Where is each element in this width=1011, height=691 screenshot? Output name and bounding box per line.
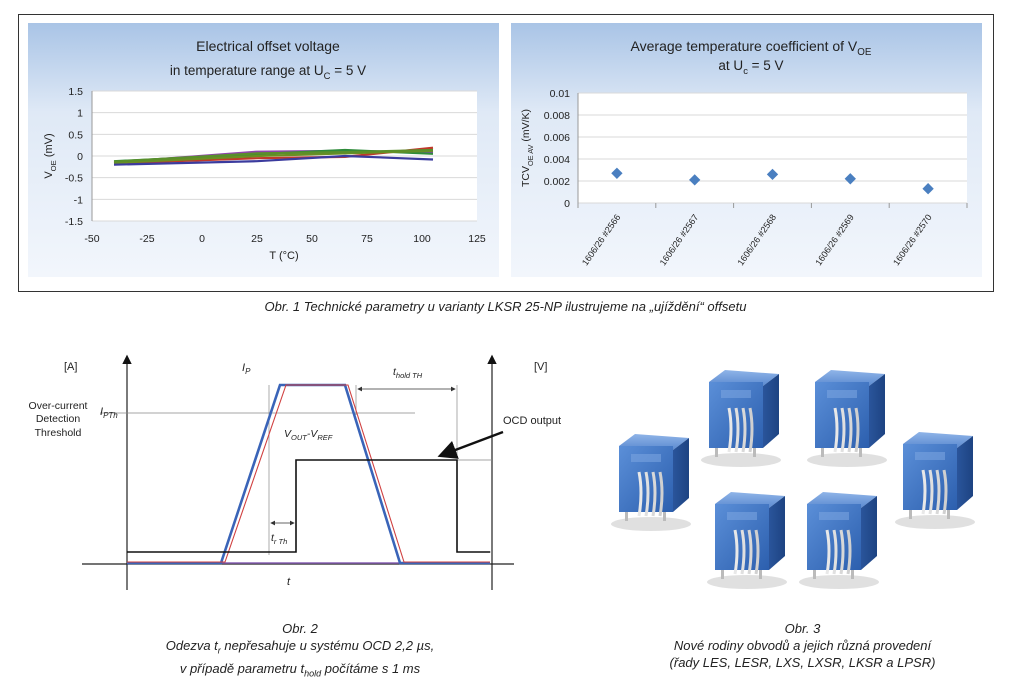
right-unit-label: [V] — [534, 361, 547, 373]
threshold-label-line-1: Over-current — [29, 400, 88, 412]
chart-1-x-tick: 100 — [413, 233, 431, 245]
chart-2-point — [844, 173, 856, 185]
sensor-top-right — [805, 368, 889, 469]
chart-2-y-tick: 0.008 — [544, 110, 570, 122]
sensor-bottom-left — [705, 490, 789, 590]
figure-3-caption-title: Obr. 3 — [784, 621, 821, 636]
ocd-output-label: OCD output — [503, 415, 561, 427]
chart-2-y-tick: 0 — [564, 198, 570, 210]
sensor-middle-left — [609, 432, 693, 533]
chart-1-y-tick: 0 — [77, 151, 83, 163]
chart-1-x-tick: -25 — [139, 233, 154, 245]
figure-2-caption-line-1: Odezva tr nepřesahuje u systému OCD 2,2 … — [165, 638, 435, 656]
chart-1-y-tick: 0.5 — [68, 129, 83, 141]
chart-1-x-tick: 125 — [468, 233, 486, 245]
sensor-top-left — [699, 368, 783, 469]
figure-3-caption: Obr. 3 Nové rodiny obvodů a jejich různá… — [605, 620, 1000, 671]
chart-2-y-tick: 0.01 — [550, 88, 571, 100]
figure-1-caption: Obr. 1 Technické parametry u varianty LK… — [264, 299, 747, 314]
chart-2-plot-area — [578, 93, 967, 203]
ipth-label: IPTh — [100, 406, 118, 420]
chart-2-point — [766, 168, 779, 181]
chart-1-x-tick: -50 — [84, 233, 99, 245]
ip-trace — [127, 383, 490, 565]
chart-1-x-axis-label: T (°C) — [269, 250, 298, 262]
chart-temp-coefficient: Average temperature coefficient of VOEat… — [511, 23, 982, 277]
chart-1-y-tick: -1 — [74, 194, 83, 206]
figure-2-caption: Obr. 2 Odezva tr nepřesahuje u systému O… — [90, 620, 510, 682]
chart-1-y-tick: -0.5 — [65, 173, 83, 185]
current-sensors-photo — [609, 368, 977, 590]
figure-3-caption-line-1: Nové rodiny obvodů a jejich různá proved… — [673, 638, 932, 653]
threshold-label-line-2: Detection — [36, 413, 81, 425]
chart-1-series-line-5 — [113, 154, 434, 166]
chart-2-y-axis-label: TCVOE AV (mV/K) — [520, 109, 535, 187]
chart-1-y-tick: -1.5 — [65, 216, 83, 228]
chart-2-point — [922, 183, 934, 195]
figure-2-caption-line-2: v případě parametru thold počítáme s 1 m… — [179, 660, 421, 679]
chart-1-x-tick: 75 — [361, 233, 373, 245]
chart-1-x-tick: 50 — [306, 233, 318, 245]
chart-1-title: Electrical offset voltage — [196, 38, 340, 54]
chart-1-y-tick: 1 — [77, 108, 83, 120]
ocd-output-trace — [127, 459, 490, 553]
thold-label: thold TH — [393, 366, 423, 380]
time-axis-label: t — [287, 576, 291, 588]
trth-label: tr Th — [271, 532, 287, 546]
chart-2-y-tick: 0.006 — [544, 132, 570, 144]
left-unit-label: [A] — [64, 361, 77, 373]
chart-1-x-tick: 25 — [251, 233, 263, 245]
chart-offset-voltage: Electrical offset voltage in temperature … — [28, 23, 499, 277]
vout-trace — [127, 384, 490, 563]
chart-1-y-tick: 1.5 — [68, 86, 83, 98]
sensor-bottom-right — [797, 490, 881, 590]
chart-1-series-line-6 — [113, 148, 434, 163]
ocd-pointer-arrow — [437, 430, 504, 459]
ip-label: IP — [242, 362, 251, 376]
ocd-timing-diagram: [A] [V] Over-current Detection Threshold… — [29, 354, 561, 590]
vout-vref-label: VOUT-VREF — [284, 428, 333, 442]
chart-1-y-axis-label: VOE (mV) — [43, 133, 58, 178]
chart-2-y-tick: 0.002 — [544, 176, 570, 188]
chart-1-subtitle: in temperature range at UC = 5 V — [170, 63, 366, 82]
figure-3-caption-line-2: (řady LES, LESR, LXS, LXSR, LKSR a LPSR) — [669, 655, 936, 670]
chart-2-subtitle: at Uc = 5 V — [718, 58, 783, 77]
threshold-label-line-3: Threshold — [35, 427, 82, 439]
chart-2-title: Average temperature coefficient of VOE — [631, 38, 872, 58]
sensor-middle-right — [893, 430, 977, 531]
figure-2-caption-title: Obr. 2 — [282, 621, 318, 636]
chart-2-y-tick: 0.004 — [544, 154, 570, 166]
chart-1-x-tick: 0 — [199, 233, 205, 245]
